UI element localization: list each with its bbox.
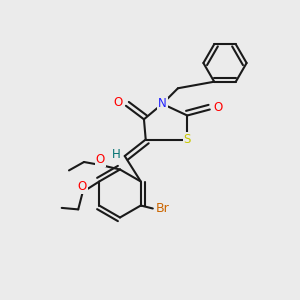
Text: S: S	[184, 133, 191, 146]
Text: O: O	[96, 153, 105, 166]
Text: Br: Br	[155, 202, 169, 215]
Text: O: O	[77, 180, 87, 193]
Text: O: O	[214, 100, 223, 114]
Text: O: O	[114, 96, 123, 109]
Text: H: H	[112, 148, 121, 161]
Text: N: N	[158, 98, 167, 110]
